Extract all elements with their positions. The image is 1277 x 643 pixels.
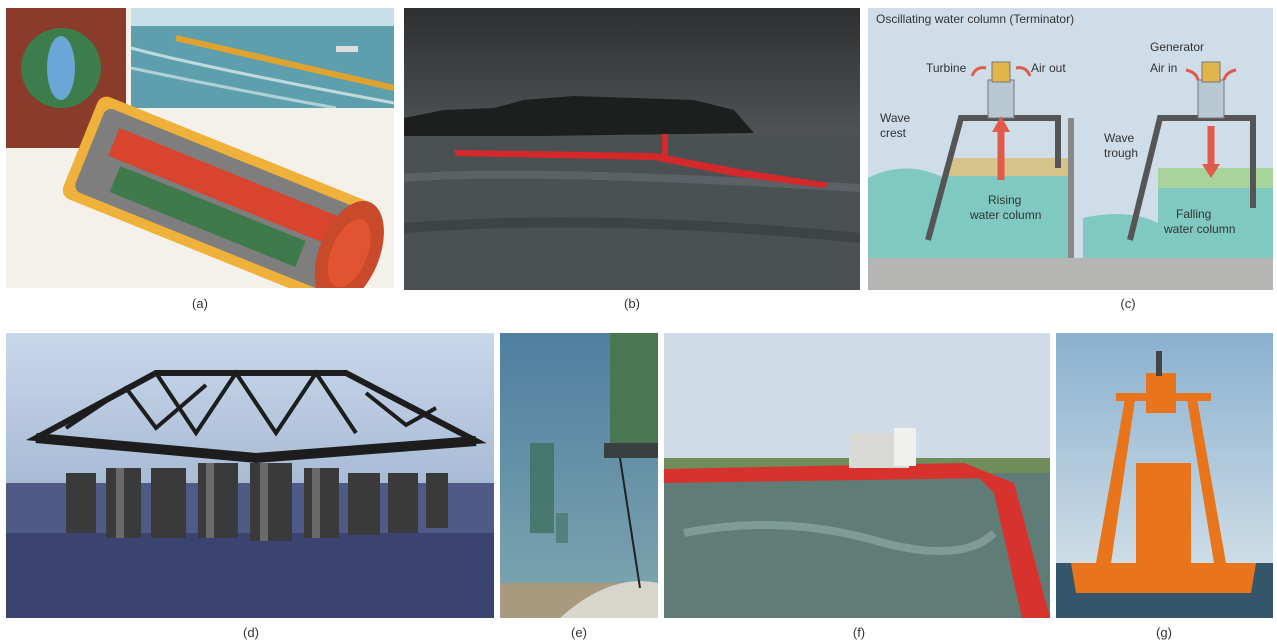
- diagram-title: Oscillating water column (Terminator): [876, 12, 1074, 26]
- label-turbine: Turbine: [926, 61, 967, 75]
- device-rim-back: [664, 463, 994, 483]
- label-wave-trough-2: trough: [1104, 146, 1138, 160]
- label-rising-2: water column: [969, 208, 1041, 222]
- attenuator-array: [175, 35, 394, 91]
- buoy-float: [610, 333, 658, 453]
- label-falling-1: Falling: [1176, 207, 1211, 221]
- caption-g: (g): [1156, 625, 1172, 640]
- caption-b: (b): [624, 296, 640, 311]
- label-wave-crest-1: Wave: [880, 111, 911, 125]
- caption-f: (f): [852, 625, 866, 640]
- panel-g-photo: [1056, 333, 1273, 618]
- panel-b: [404, 8, 860, 290]
- panel-a-illustration: [6, 8, 394, 288]
- owc-diagram: Oscillating water column (Terminator) Tu…: [868, 8, 1273, 290]
- red-attenuator-device: [454, 150, 829, 188]
- label-wave-crest-2: crest: [880, 126, 907, 140]
- panel-e: [500, 333, 658, 618]
- panel-e-render: [500, 333, 658, 618]
- caption-a: (a): [192, 296, 208, 311]
- panel-f-photo: [664, 333, 1050, 618]
- caption-d: (d): [243, 625, 259, 640]
- left-chamber: [868, 61, 1074, 258]
- panel-b-photo: [404, 8, 860, 290]
- headland: [404, 96, 754, 138]
- panel-a: [6, 8, 394, 288]
- panel-g: [1056, 333, 1273, 618]
- orange-buoy: [1071, 373, 1256, 593]
- label-falling-2: water column: [1163, 222, 1235, 236]
- label-wave-trough-1: Wave: [1104, 131, 1135, 145]
- caption-c: (c): [1120, 296, 1136, 311]
- caption-e: (e): [571, 625, 587, 640]
- cutaway-cylinder: [62, 96, 384, 288]
- panel-c: Oscillating water column (Terminator) Tu…: [868, 8, 1273, 290]
- panel-d-render: [6, 333, 494, 618]
- panel-d: [6, 333, 494, 618]
- label-rising-1: Rising: [988, 193, 1021, 207]
- panel-f: [664, 333, 1050, 618]
- label-air-in: Air in: [1150, 61, 1177, 75]
- right-chamber: [1083, 61, 1273, 258]
- device-rim-side: [964, 463, 1050, 618]
- label-air-out: Air out: [1031, 61, 1066, 75]
- label-generator: Generator: [1150, 40, 1204, 54]
